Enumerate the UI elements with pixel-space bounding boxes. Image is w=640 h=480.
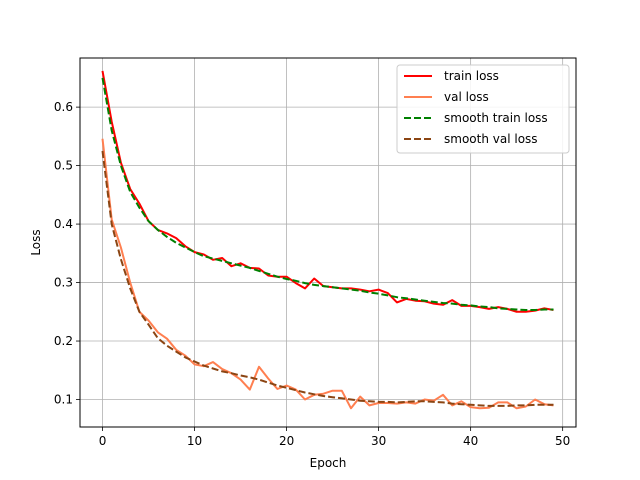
x-tick-label: 20 [279,434,294,448]
x-tick-label: 40 [463,434,478,448]
x-tick-label: 0 [99,434,107,448]
y-tick-label: 0.4 [54,217,73,231]
x-tick-label: 30 [371,434,386,448]
series-line-3 [101,150,554,407]
y-tick-label: 0.2 [54,334,73,348]
y-tick-label: 0.5 [54,159,73,173]
legend: train loss val loss smooth train loss smoot… [396,64,570,154]
legend-label: train loss [444,69,499,83]
plot-area-frame [79,57,577,428]
x-axis-label: Epoch [310,456,347,470]
y-axis-label: Loss [29,229,43,255]
series-line-1 [101,138,554,410]
y-tick-label: 0.3 [54,276,73,290]
legend-frame [396,64,570,154]
series-line-2 [101,77,554,311]
y-tick-label: 0.1 [54,393,73,407]
legend-label: smooth val loss [444,132,538,146]
axis-ticks: 0 10 20 30 40 50 0.1 0.2 0.3 0.4 0.5 0.6 [54,100,570,448]
legend-label: val loss [444,90,489,104]
x-tick-label: 50 [555,434,570,448]
series-lines [101,70,554,410]
legend-label: smooth train loss [444,111,548,125]
y-tick-label: 0.6 [54,100,73,114]
x-tick-label: 10 [187,434,202,448]
